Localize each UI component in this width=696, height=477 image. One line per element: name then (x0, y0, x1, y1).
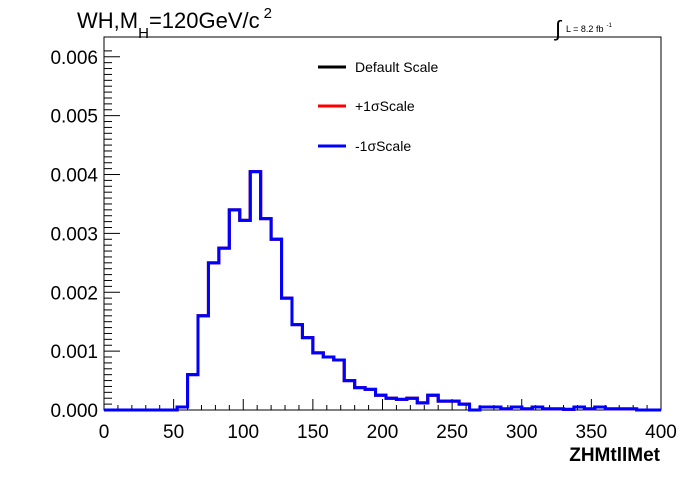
x-tick-label: 100 (227, 422, 259, 443)
legend-entry: -1σScale (355, 138, 411, 154)
y-tick-label: 0.005 (50, 107, 98, 128)
y-tick-label: 0.006 (50, 48, 98, 69)
y-tick-label: 0.003 (50, 224, 98, 245)
x-tick-label: 50 (163, 422, 184, 443)
legend-entry: +1σScale (355, 98, 415, 114)
x-tick-label: 200 (367, 422, 399, 443)
y-tick-label: 0.001 (50, 342, 98, 363)
title-rest: =120GeV/c (149, 8, 260, 33)
x-axis-label: ZHMtllMet (569, 445, 660, 466)
x-tick-label: 0 (99, 422, 110, 443)
x-tick-label: 250 (436, 422, 468, 443)
axes: 0 50 100 150 200 250 300 350 400 0.000 0.001 0.002 0… (50, 48, 676, 443)
legend: Default Scale +1σScale -1σScale (318, 59, 438, 154)
x-tick-label: 300 (506, 422, 538, 443)
lumi-text: L = 8.2 fb (566, 24, 603, 34)
x-tick-label: 350 (576, 422, 608, 443)
x-tick-label: 400 (645, 422, 677, 443)
title-superscript: 2 (264, 5, 272, 22)
lumi-integral-sign: ∫ (553, 16, 563, 41)
chart-title: WH,MH=120GeV/c 2 (77, 5, 272, 42)
series-lines (104, 170, 661, 412)
series-line (104, 170, 661, 412)
y-tick-label: 0.000 (50, 401, 98, 422)
lumi-label: L = 8.2 fb -1 (566, 23, 612, 34)
x-tick-label: 150 (297, 422, 329, 443)
title-main: WH,M (77, 8, 138, 33)
title-subscript: H (138, 25, 149, 42)
lumi-superscript: -1 (606, 23, 612, 29)
y-tick-label: 0.002 (50, 283, 98, 304)
y-tick-label: 0.004 (50, 166, 98, 187)
legend-entry: Default Scale (355, 59, 438, 75)
